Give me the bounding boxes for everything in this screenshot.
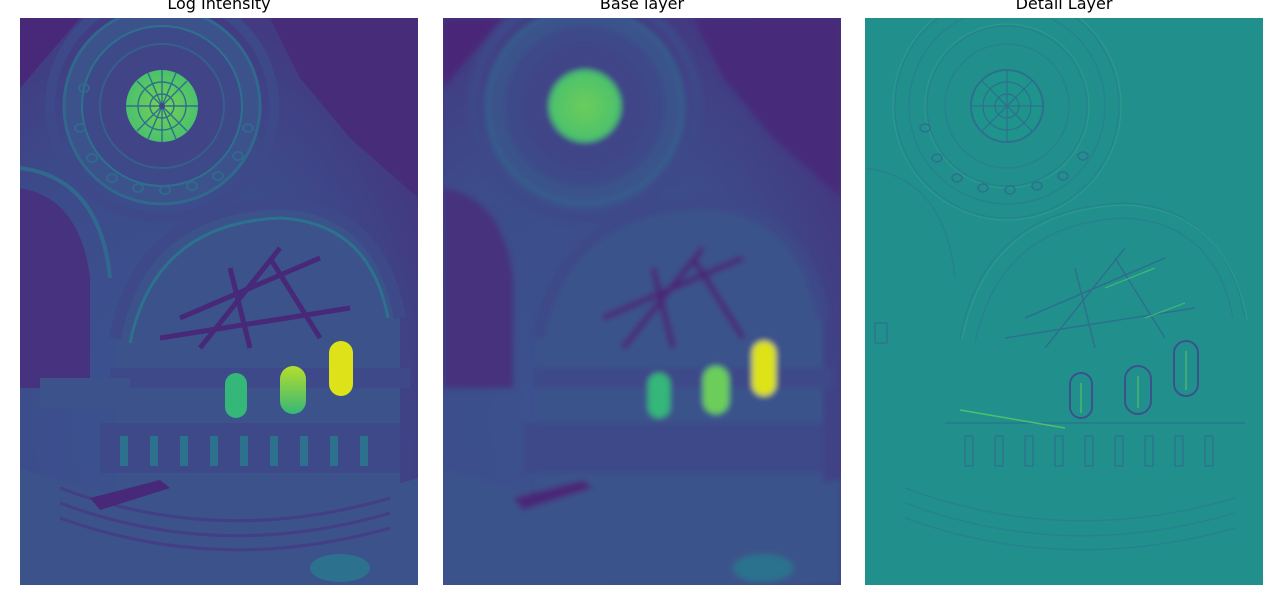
panel-log-intensity: Log Intensity [20, 0, 418, 600]
panel-title: Base layer [599, 0, 685, 13]
panel-base-layer: Base layer [443, 0, 841, 600]
panel-title: Log Intensity [167, 0, 271, 13]
panel-title: Detail Layer [1015, 0, 1113, 13]
log-intensity-image [20, 18, 418, 585]
detail-layer-image [865, 18, 1263, 585]
panel-detail-layer: Detail Layer [865, 0, 1263, 600]
base-layer-image [443, 18, 841, 585]
